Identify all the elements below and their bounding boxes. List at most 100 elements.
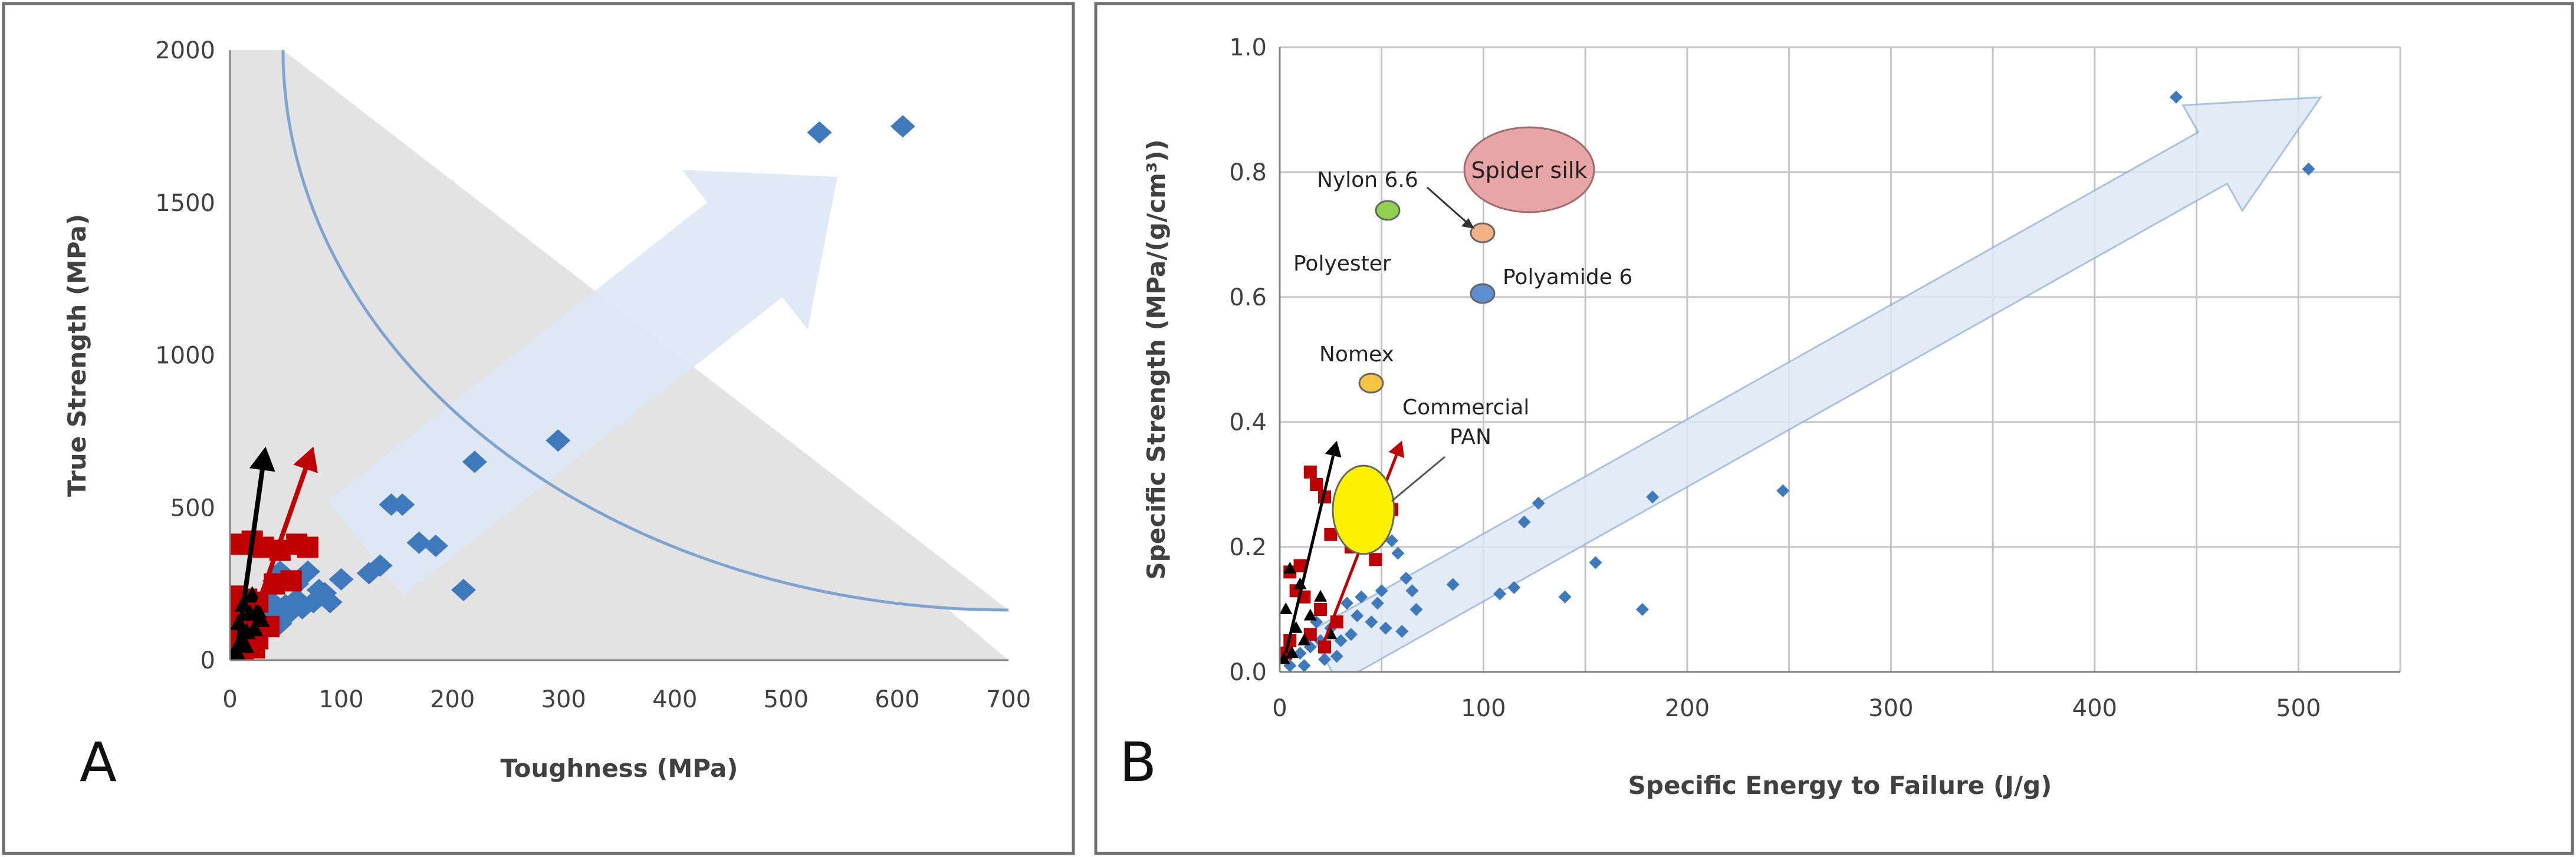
panel-a-black-point-11 — [252, 610, 270, 627]
panel-b-red-point-12 — [1314, 603, 1328, 616]
panel-b-x-tick-2: 200 — [1665, 695, 1710, 722]
panel-b-red-point-15 — [1318, 640, 1331, 654]
panel-b-blue-point-17 — [1375, 584, 1388, 598]
panel-b-black-point-7 — [1314, 589, 1328, 602]
panel-a-blue-point-24 — [278, 600, 304, 623]
panel-a-boundary-curve — [281, 50, 1008, 612]
panel-b-black-point-5 — [1303, 608, 1317, 621]
panel-a-blue-point-7 — [356, 562, 382, 585]
panel-b-black-point-8 — [1280, 652, 1290, 664]
panel-b-frame — [1094, 2, 2574, 855]
panel-b-blue-point-20 — [1355, 590, 1368, 604]
panel-a-red-point-5 — [297, 536, 318, 558]
panel-b-red-point-5 — [1369, 553, 1382, 566]
panel-b-y-axis-title: Specific Strength (MPa/(g/cm³)) — [1142, 139, 1171, 579]
panel-a-blue-point-0 — [807, 121, 832, 144]
panel-a-blue-point-8 — [406, 531, 432, 554]
panel-b-points — [1280, 90, 2315, 672]
panel-b-x-tick-1: 100 — [1461, 695, 1506, 722]
panel-b-blue-point-12 — [1405, 584, 1419, 598]
panel-b-y-tick-5: 1.0 — [1229, 34, 1267, 61]
panel-b-blue-point-10 — [1493, 587, 1507, 601]
panel-b-blue-point-5 — [1517, 515, 1531, 529]
panel-b-blue-point-31 — [1330, 650, 1343, 663]
panel-b-y-tick-1: 0.2 — [1229, 534, 1267, 561]
panel-a-x-axis-title: Toughness (MPa) — [501, 754, 738, 783]
panel-b-fiber-markers — [1332, 126, 1595, 555]
panel-a-blue-point-3 — [462, 450, 487, 473]
spider-silk-label: Spider silk — [1471, 157, 1588, 183]
panel-b-blue-point-6 — [1589, 556, 1602, 569]
nylon-66-label: Nylon 6.6 — [1317, 168, 1418, 192]
panel-b-black-point-0 — [1283, 562, 1297, 574]
panel-b-blue-point-33 — [1399, 572, 1413, 585]
panel-a-black-point-10 — [245, 619, 264, 637]
panel-b-black-point-2 — [1280, 602, 1293, 614]
panel-b-black-point-6 — [1285, 646, 1299, 658]
panel-a-black-arrow-shaft — [233, 469, 265, 660]
nylon-66-pointer-head — [1461, 218, 1474, 229]
panel-a-blue-point-31 — [317, 591, 343, 614]
commercial-pan-label-line2: PAN — [1450, 425, 1491, 449]
commercial-pan-label-line1: Commercial — [1402, 395, 1529, 420]
polyamide-6-label: Polyamide 6 — [1503, 265, 1632, 289]
panel-a-black-arrow-head — [249, 446, 275, 472]
panel-b-blue-point-14 — [1395, 625, 1409, 638]
nylon-66-marker — [1470, 222, 1496, 243]
panel-a: 0 100 200 300 400 500 600 700 0500100015002000 … — [63, 37, 1031, 794]
panel-a-blue-point-25 — [290, 597, 315, 620]
panel-a-y-axis-title: True Strength (MPa) — [63, 214, 91, 497]
panel-b-trend-band-arrow — [1308, 96, 2322, 672]
panel-b-y-tick-0: 0.0 — [1229, 659, 1267, 686]
panel-b-blue-point-8 — [1558, 590, 1572, 604]
panel-a-y-tick-2: 1000 — [155, 342, 215, 370]
panel-a-trend-band-arrow — [328, 170, 837, 596]
panel-b-blue-point-18 — [1371, 596, 1384, 610]
panel-b-blue-point-0 — [2170, 90, 2183, 104]
panel-a-points — [230, 115, 915, 660]
panel-b-blue-point-3 — [1646, 490, 1660, 504]
panel-a-x-ticks: 0 100 200 300 400 500 600 700 — [222, 686, 1031, 713]
commercial-pan-pointer — [1391, 456, 1445, 502]
panel-a-x-tick-1: 100 — [318, 686, 363, 713]
panel-b-blue-point-4 — [1532, 496, 1545, 510]
panel-a-x-tick-3: 300 — [541, 686, 586, 713]
panel-a-x-tick-6: 600 — [875, 686, 919, 713]
panel-b-black-arrow-head — [1325, 440, 1342, 458]
panel-b-blue-point-9 — [1507, 581, 1521, 594]
panel-b-blue-point-30 — [1318, 652, 1331, 666]
polyester-label: Polyester — [1293, 252, 1391, 276]
panel-a-black-point-9 — [236, 636, 255, 653]
panel-a-blue-point-11 — [328, 568, 354, 591]
panel-b-red-point-8 — [1293, 559, 1307, 572]
panel-a-letter: A — [80, 731, 117, 794]
panel-b-x-axis-title: Specific Energy to Failure (J/g) — [1628, 771, 2052, 800]
panel-b-blue-point-15 — [1385, 534, 1398, 548]
panel-a-red-arrow-shaft — [255, 468, 308, 607]
panel-b-x-tick-4: 400 — [2072, 695, 2117, 722]
panel-a-x-tick-5: 500 — [764, 686, 809, 713]
panel-b-annotations: Spider silk Nylon 6.6 Polyester Polyamid… — [1293, 157, 1632, 449]
panel-b-blue-point-22 — [1344, 628, 1358, 641]
panel-b-blue-point-2 — [1776, 484, 1790, 497]
panel-b-letter: B — [1119, 731, 1156, 794]
panel-b-blue-point-23 — [1334, 634, 1348, 647]
panel-b-blue-point-32 — [1365, 615, 1378, 629]
nomex-label: Nomex — [1319, 342, 1394, 367]
panel-a-y-tick-3: 1500 — [155, 190, 215, 217]
panel-a-y-tick-1: 500 — [170, 495, 215, 522]
panel-a-black-point-6 — [243, 586, 261, 603]
panel-a-blue-point-9 — [423, 534, 448, 557]
panel-a-x-tick-4: 400 — [652, 686, 697, 713]
panel-a-x-tick-7: 700 — [986, 686, 1031, 713]
panel-b-red-point-6 — [1324, 528, 1338, 541]
panel-b-blue-point-11 — [1446, 578, 1460, 591]
panel-a-blue-point-2 — [546, 429, 571, 452]
panel-b-blue-point-16 — [1391, 546, 1405, 560]
panel-a-y-ticks: 0 500 1000 1500 2000 — [155, 37, 215, 674]
panel-b-y-ticks: 0.0 0.2 0.4 0.6 0.8 1.0 — [1229, 34, 1267, 686]
panel-b-blue-point-19 — [1379, 621, 1392, 635]
panel-b: Spider silk Nylon 6.6 Polyester Polyamid… — [1119, 34, 2401, 800]
panel-b-x-tick-5: 500 — [2276, 695, 2321, 722]
